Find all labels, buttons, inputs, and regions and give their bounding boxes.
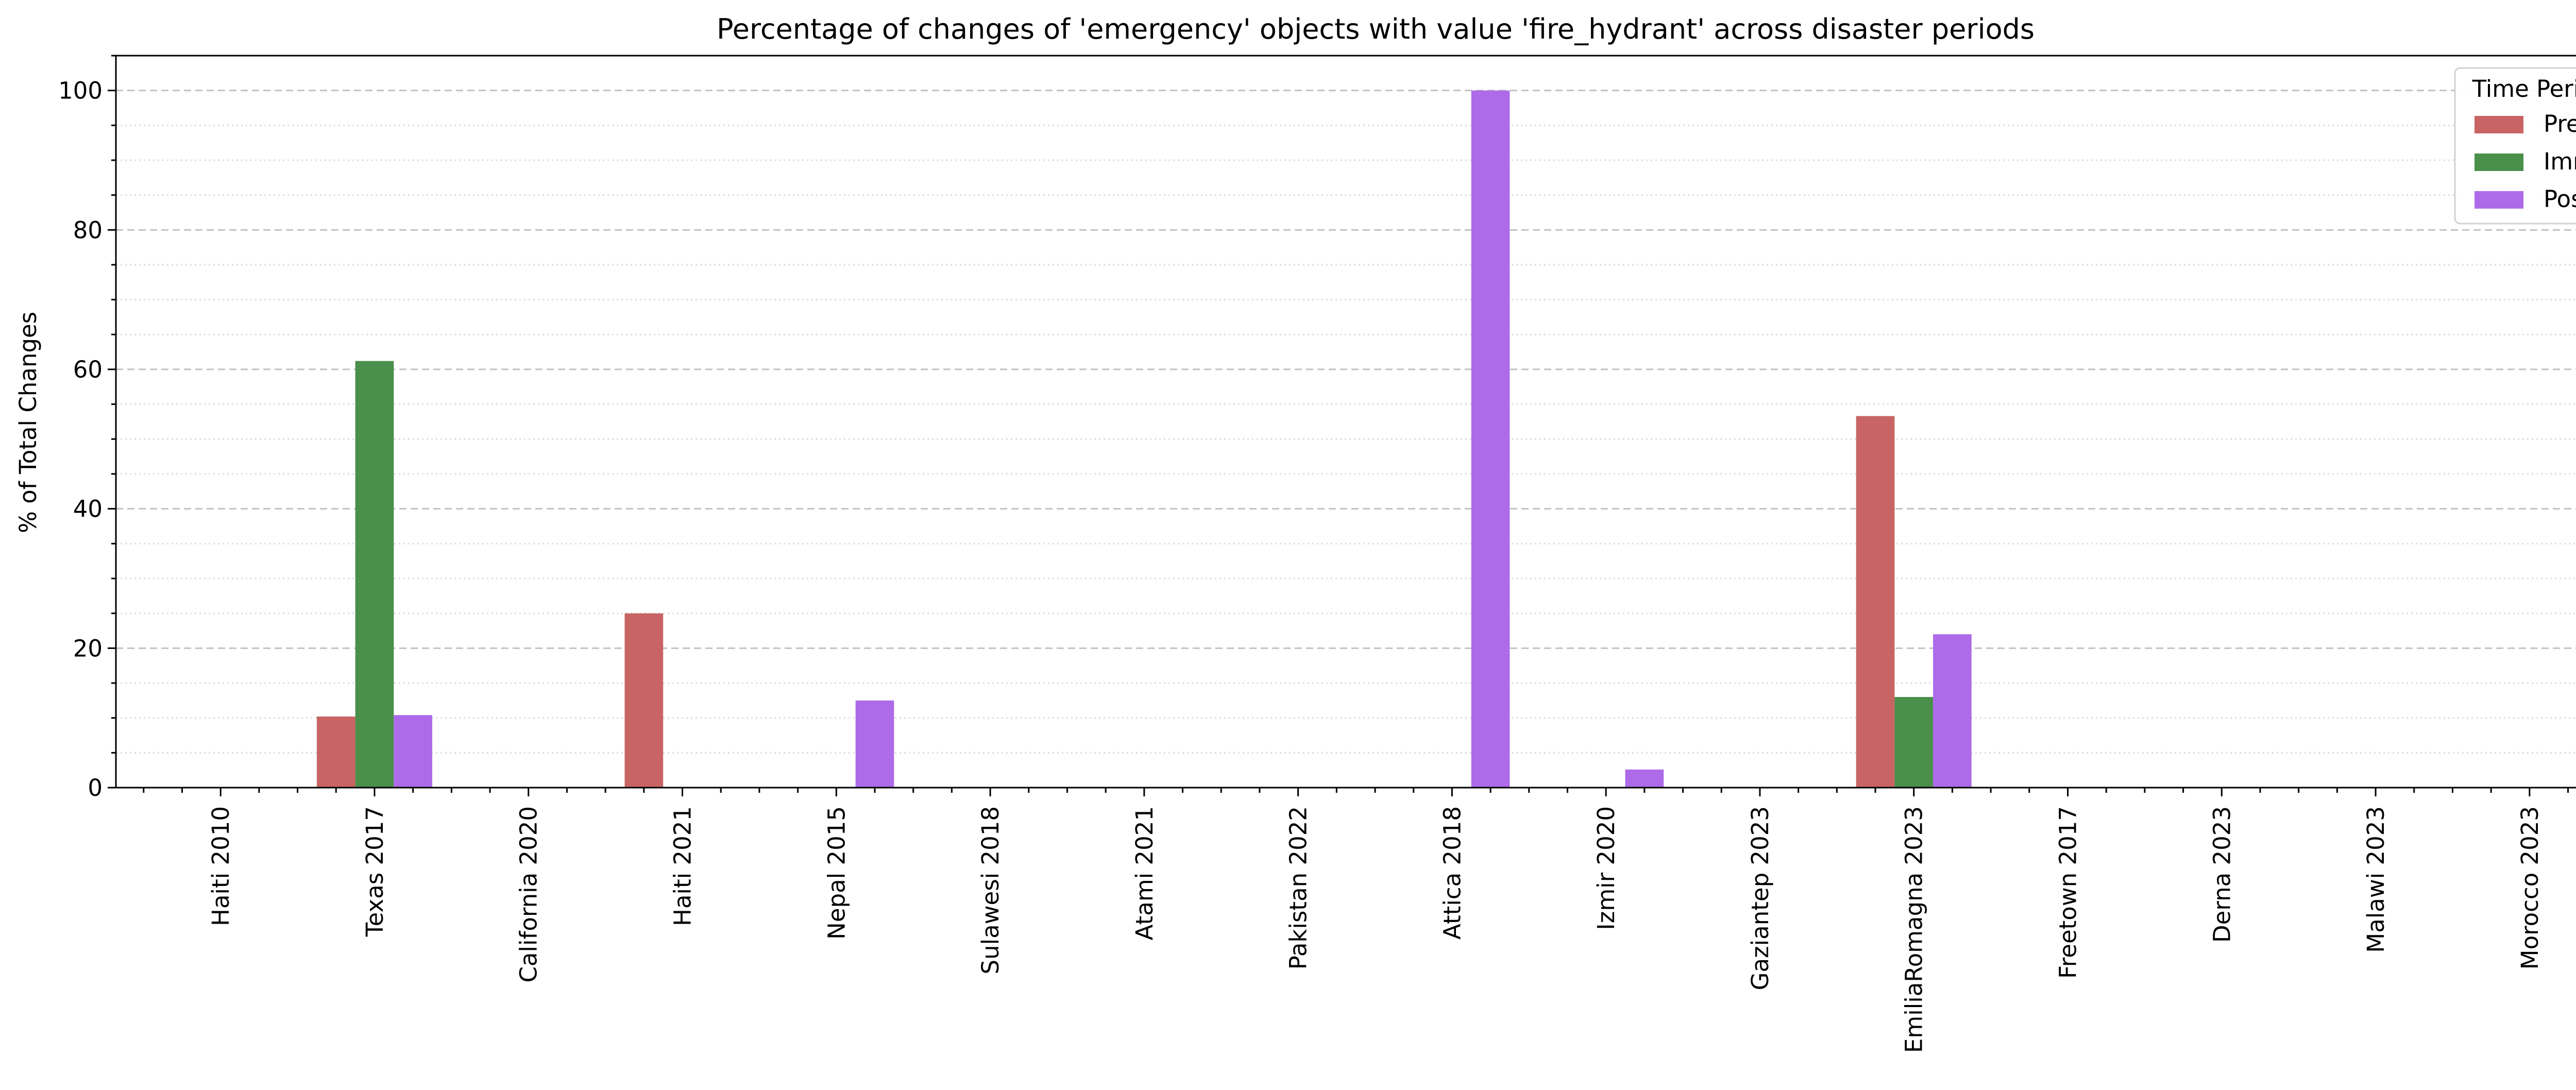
bar xyxy=(394,715,432,788)
legend-swatch xyxy=(2475,191,2523,209)
bars xyxy=(316,90,1972,788)
y-axis-label: % of Total Changes xyxy=(14,312,42,533)
bar xyxy=(1894,697,1934,788)
legend-entry: Pre xyxy=(2544,110,2576,138)
bar xyxy=(624,613,664,788)
x-tick-label: Attica 2018 xyxy=(1438,806,1466,940)
bar xyxy=(316,716,355,788)
x-tick-label: Atami 2021 xyxy=(1131,806,1158,940)
bar xyxy=(1471,90,1510,788)
y-tick-label: 40 xyxy=(73,496,103,523)
bar xyxy=(855,700,894,788)
y-tick-label: 80 xyxy=(73,216,103,244)
bar xyxy=(1856,416,1895,788)
x-tick-label: Texas 2017 xyxy=(361,806,388,937)
grid-lines xyxy=(116,90,2576,754)
x-tick-label: California 2020 xyxy=(515,806,543,983)
legend-swatch xyxy=(2475,116,2523,133)
legend-swatch xyxy=(2475,154,2523,171)
legend-title: Time Period xyxy=(2472,75,2576,103)
x-tick-label: Derna 2023 xyxy=(2208,806,2235,943)
x-tick-label: Nepal 2015 xyxy=(823,806,850,940)
x-tick-label: Haiti 2021 xyxy=(669,806,697,926)
y-tick-label: 0 xyxy=(88,774,103,802)
x-tick-label: EmiliaRomagna 2023 xyxy=(1901,806,1928,1053)
legend-entry: Post xyxy=(2544,185,2576,213)
chart-title: Percentage of changes of 'emergency' obj… xyxy=(717,13,2035,45)
x-tick-label: Haiti 2010 xyxy=(207,806,234,926)
x-tick-label: Sulawesi 2018 xyxy=(977,806,1004,974)
x-tick-label: Freetown 2017 xyxy=(2054,806,2081,979)
bar xyxy=(1933,634,1972,788)
y-tick-label: 20 xyxy=(73,635,103,662)
bar xyxy=(1625,769,1664,788)
bar xyxy=(355,361,394,788)
x-tick-label: Morocco 2023 xyxy=(2516,806,2544,969)
x-tick-label: Izmir 2020 xyxy=(1592,806,1620,930)
x-tick-label: Pakistan 2022 xyxy=(1285,806,1312,969)
y-tick-label: 60 xyxy=(73,356,103,383)
legend-entry: Imm xyxy=(2544,148,2576,175)
x-tick-label: Malawi 2023 xyxy=(2362,806,2389,953)
legend: Time Period Pre Imm Post xyxy=(2454,67,2576,225)
legend-box xyxy=(2454,67,2576,225)
y-tick-label: 100 xyxy=(58,77,103,105)
axes: 0 20 40 60 80 100 Haiti 2010 Texas 2017 Californ… xyxy=(58,55,2576,1053)
x-tick-label: Gaziantep 2023 xyxy=(1747,806,1774,990)
